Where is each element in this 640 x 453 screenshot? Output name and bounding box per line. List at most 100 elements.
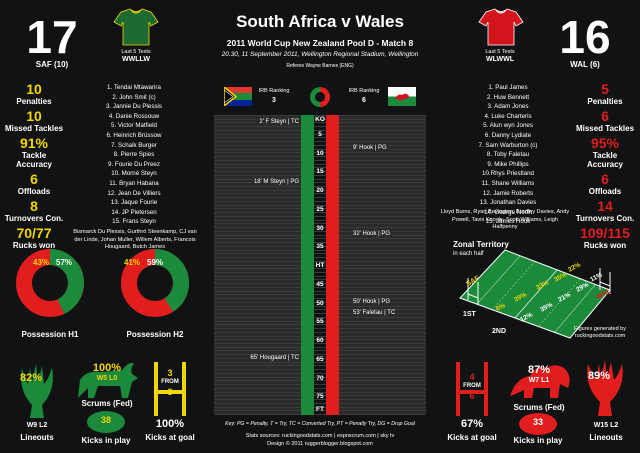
- territory-zone-value: 29%: [575, 281, 590, 294]
- home-code: SAF (10): [35, 60, 69, 69]
- timeline-gridline: [214, 357, 426, 359]
- home-irb-label: IRB Ranking: [258, 88, 290, 94]
- timeline-gridline: [214, 264, 426, 266]
- timeline-gridline: [214, 275, 426, 277]
- home-player: 15. Frans Steyn: [112, 218, 156, 226]
- timeline-gridline: [214, 286, 426, 288]
- away-last5-label: Last 5 Tests: [485, 49, 515, 55]
- timeline-minute-label: 25: [316, 205, 324, 213]
- away-lineout-value: 89%: [588, 370, 611, 382]
- home-score-event: 65' Hougaard | TC: [248, 354, 301, 361]
- timeline-gridline: [214, 152, 426, 154]
- timeline-gridline: [214, 141, 426, 143]
- timeline-gridline: [214, 178, 426, 180]
- timeline-gridline: [214, 167, 426, 169]
- home-player: 12. Jean De Villiers: [107, 189, 161, 197]
- timeline-gridline: [214, 186, 426, 187]
- timeline-gridline: [214, 298, 426, 300]
- home-score: 17: [26, 11, 78, 63]
- timeline-gridline: [214, 253, 426, 255]
- territory-zones: 22% 11% 35% 29% 33% 21% 39% 35% 6% 12%: [450, 240, 636, 340]
- home-player: 11. Bryan Habana: [109, 179, 159, 187]
- home-stat-value: 91%: [19, 135, 49, 151]
- home-player: 9. Fourie Du Preez: [108, 160, 160, 168]
- timeline-gridline: [214, 133, 426, 135]
- possession-h2-label: Possession H2: [126, 330, 184, 339]
- donut-home-arc: [16, 249, 84, 317]
- timeline-gridline: [214, 208, 426, 210]
- home-stat-label: Rucks won: [12, 241, 56, 250]
- home-stat-label: Penalties: [16, 97, 52, 106]
- timeline-minute-label: FT: [316, 406, 324, 413]
- away-score-event: 50' Hook | PG: [351, 298, 393, 305]
- timeline-gridline: [214, 159, 426, 161]
- home-subs: Bismarck Du Plessis, Gurthrö Steenkamp, …: [73, 229, 197, 250]
- away-player: 12. Jamie Roberts: [482, 189, 534, 197]
- home-kick-accuracy: 100%: [155, 418, 185, 430]
- away-player: 1. Paul James: [488, 84, 528, 91]
- timeline-gridline: [214, 174, 426, 176]
- timeline-gridline: [214, 268, 426, 270]
- home-kicks-from: FROM: [161, 379, 179, 385]
- territory-zone-value: 22%: [567, 261, 582, 274]
- timeline-gridline: [214, 193, 426, 195]
- timeline-gridline: [214, 279, 426, 281]
- timeline-gridline: [214, 129, 426, 131]
- away-stat-label: Tackle Accuracy: [586, 151, 624, 169]
- timeline-gridline: [214, 283, 426, 285]
- timeline-gridline: [214, 242, 426, 244]
- home-player: 1. Tendai Mtawarira: [107, 84, 161, 91]
- timeline-minute-label: 30: [316, 224, 324, 232]
- home-player: 14. JP Pietersen: [111, 208, 157, 216]
- timeline-gridline: [214, 301, 426, 303]
- home-goalposts-icon: [154, 362, 186, 416]
- away-kicks-in-play-label: Kicks in play: [513, 436, 563, 445]
- away-player: 13. Jonathan Davies: [479, 199, 537, 207]
- home-player-list: 1. Tendai Mtawarira 2. John Smit (c) 3. Ja…: [84, 83, 184, 227]
- timeline-gridline: [214, 324, 426, 326]
- timeline-events: 2' F Steyn | TC 18' M Steyn | PG 65' Houga…: [214, 115, 426, 415]
- territory-title: Zonal Territory: [453, 240, 509, 249]
- timeline-gridline: [214, 335, 426, 337]
- away-scrum-label: Scrums (Fed): [513, 403, 565, 412]
- lineout-hands-icon: [21, 364, 53, 418]
- rugby-ball-icon: [310, 87, 330, 107]
- away-stat-value: 109/115: [580, 225, 630, 241]
- timeline-gridlines: [214, 115, 426, 415]
- timeline-gridline: [214, 182, 426, 184]
- timeline-minute-label: 45: [316, 280, 324, 288]
- away-player: 11. Shane Williams: [481, 179, 535, 187]
- away-stat-value: 95%: [590, 135, 620, 151]
- home-lineout-label: Lineouts: [20, 433, 54, 442]
- home-player: 6. Heinrich Brüssow: [106, 131, 162, 139]
- away-score: 16: [559, 11, 611, 63]
- timeline-gridline: [214, 387, 426, 389]
- rugby-ball-green-icon: [87, 411, 125, 433]
- timeline-gridline: [214, 346, 426, 348]
- timeline-gridline: [214, 350, 426, 352]
- home-scrum-record: W5 L0: [96, 375, 118, 382]
- timeline-minute-labels: KO 5 10 15 20 25 30 35 HT 45 50 55 60 65 70 75 FT: [314, 115, 326, 415]
- home-possession-h1: 43%: [33, 258, 50, 267]
- home-irb: 3: [272, 97, 276, 104]
- timeline-gridline: [214, 204, 426, 206]
- away-subs: Lloyd Burns, Ryan Bevington, Bradley Dav…: [440, 209, 570, 230]
- timeline-gridline: [214, 137, 426, 139]
- stats-sources: Stats sources: ruckingoodstats.com | esp…: [245, 433, 395, 439]
- home-kicks-made: 3: [167, 368, 173, 378]
- territory-zone-value: 6%: [494, 302, 507, 313]
- timeline-gridline: [214, 399, 426, 401]
- home-player: 3. Jannie Du Plessis: [105, 103, 163, 111]
- timeline-gridline: [214, 391, 426, 393]
- timeline-gridline: [214, 331, 426, 333]
- home-last5: WWLLW: [122, 56, 150, 63]
- dragon-icon: [510, 365, 570, 398]
- timeline-gridline: [214, 234, 426, 236]
- timeline-gridline: [214, 118, 426, 120]
- territory-zone-value: 12%: [519, 311, 534, 324]
- possession-h1-label: Possession H1: [21, 330, 79, 339]
- away-stat-value: 6: [601, 108, 609, 124]
- timeline-gridline: [214, 290, 426, 292]
- away-score-event: 9' Hook | PG: [351, 144, 389, 151]
- home-score-event: 18' M Steyn | PG: [251, 178, 301, 185]
